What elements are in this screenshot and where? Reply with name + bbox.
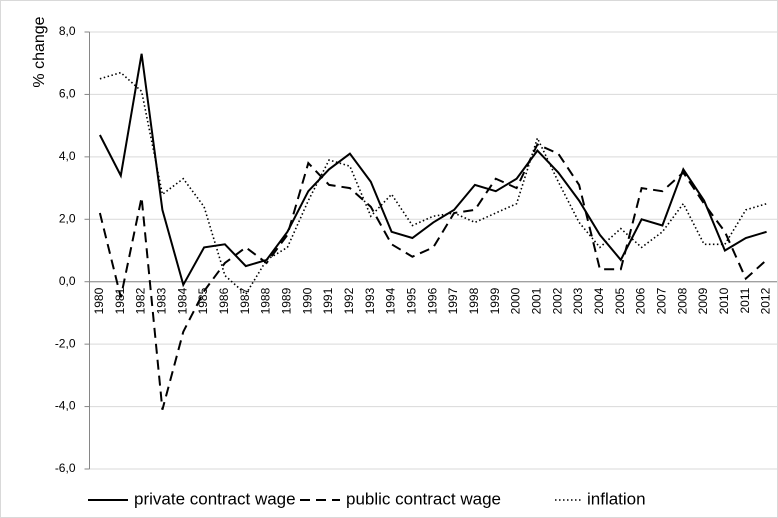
x-tick-label: 1980 [92,287,106,314]
y-axis-label: % change [31,16,48,87]
line-series [98,143,768,410]
x-tick-label: 1999 [488,287,502,314]
x-tick-label: 1996 [425,287,439,314]
y-tick-label: 4,0 [59,149,76,163]
y-tick-label: 0,0 [59,274,76,288]
x-tick-label: 1998 [467,287,481,314]
x-tick-label: 1994 [384,287,398,314]
x-tick-label: 2012 [759,287,773,314]
x-tick-label: 1990 [300,287,314,314]
y-tick-label: 8,0 [59,24,76,38]
x-tick-label: 1988 [259,287,273,314]
x-tick-label: 1993 [363,287,377,314]
x-tick-label: 1981 [113,287,127,314]
x-tick-label: 1992 [342,287,356,314]
x-tick-label: 1982 [134,287,148,314]
y-tick-label: -2,0 [55,336,76,350]
x-tick-label: 1984 [175,287,189,314]
x-tick-label: 2004 [592,287,606,314]
x-tick-label: 1983 [155,287,169,314]
x-tick-label: 1987 [238,287,252,314]
x-tick-label: 2000 [509,287,523,314]
x-tick-label: 2008 [675,287,689,314]
y-tick-label: 6,0 [59,87,76,101]
y-tick-label: -4,0 [55,399,76,413]
x-tick-label: 2002 [550,287,564,314]
x-tick-label: 2009 [696,287,710,314]
legend-label: public contract wage [346,489,501,508]
x-tick-label: 1986 [217,287,231,314]
x-tick-label: 1985 [196,287,210,314]
legend-label: inflation [587,489,646,508]
x-tick-label: 1995 [405,287,419,314]
x-tick-label: 1991 [321,287,335,314]
y-tick-label: -6,0 [55,461,76,475]
x-tick-label: 2010 [717,287,731,314]
x-tick-label: 2007 [655,287,669,314]
x-tick-label: 2003 [571,287,585,314]
x-tick-label: 2006 [634,287,648,314]
x-tick-label: 2001 [530,287,544,314]
x-tick-label: 2005 [613,287,627,314]
line-series [99,53,767,288]
x-tick-label: 1989 [280,287,294,314]
x-tick-label: 2011 [738,287,752,313]
legend-label: private contract wage [134,489,296,508]
x-tick-label: 1997 [446,287,460,314]
y-tick-label: 2,0 [59,211,76,225]
